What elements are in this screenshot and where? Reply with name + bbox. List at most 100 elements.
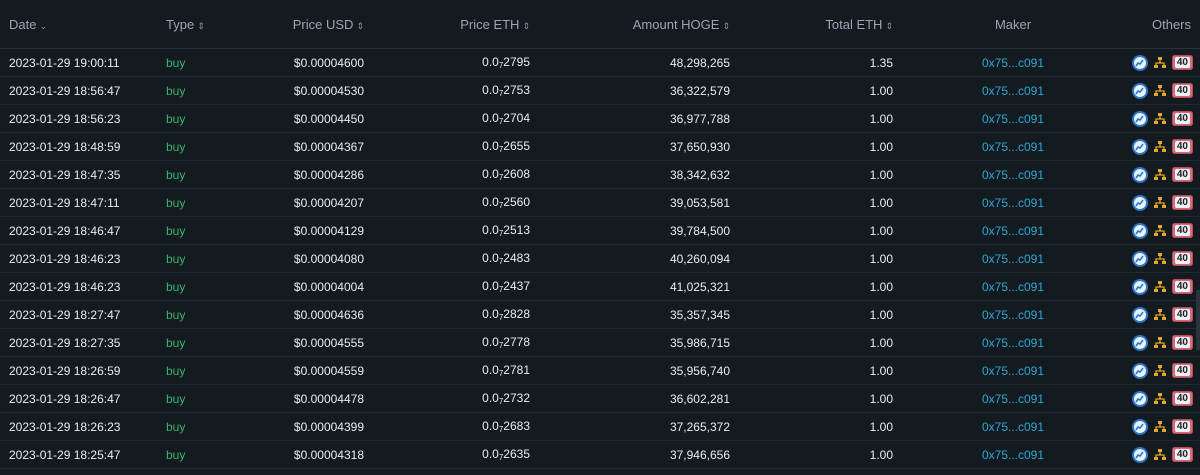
table-row[interactable]: 2023-01-29 18:46:23 buy $0.00004004 0.07…: [0, 273, 1200, 301]
price-eth-zero-count: 7: [498, 397, 504, 406]
score-badge[interactable]: 40: [1171, 223, 1193, 238]
trade-amount: 36,322,579: [669, 83, 730, 98]
chart-circle-icon[interactable]: [1131, 362, 1148, 379]
maker-address-link[interactable]: 0x75...c091: [981, 167, 1045, 182]
price-eth-zero-count: 7: [498, 341, 504, 350]
chart-circle-icon[interactable]: [1131, 250, 1148, 267]
hierarchy-icon[interactable]: [1153, 308, 1167, 322]
maker-address-link[interactable]: 0x75...c091: [981, 279, 1045, 294]
hierarchy-icon[interactable]: [1153, 252, 1167, 266]
score-badge[interactable]: 40: [1171, 363, 1193, 378]
hierarchy-icon[interactable]: [1153, 224, 1167, 238]
chart-circle-icon[interactable]: [1131, 446, 1148, 463]
sort-icon[interactable]: ⇕: [197, 20, 205, 31]
maker-address-link[interactable]: 0x75...c091: [981, 139, 1045, 154]
chart-circle-icon[interactable]: [1131, 194, 1148, 211]
chart-circle-icon[interactable]: [1131, 54, 1148, 71]
header-total-eth[interactable]: Total ETH ⇕: [730, 17, 893, 32]
others-cell: 40: [1083, 222, 1200, 239]
trade-type: buy: [166, 307, 186, 322]
header-price-usd[interactable]: Price USD ⇕: [230, 17, 365, 32]
maker-address-link[interactable]: 0x75...c091: [981, 447, 1045, 462]
table-row[interactable]: 2023-01-29 18:27:47 buy $0.00004636 0.07…: [0, 301, 1200, 329]
others-cell: 40: [1083, 194, 1200, 211]
maker-address-link[interactable]: 0x75...c091: [981, 307, 1045, 322]
maker-address-link[interactable]: 0x75...c091: [981, 419, 1045, 434]
chart-circle-icon[interactable]: [1131, 306, 1148, 323]
hierarchy-icon[interactable]: [1153, 168, 1167, 182]
score-badge[interactable]: 40: [1171, 251, 1193, 266]
table-row[interactable]: 2023-01-29 18:46:23 buy $0.00004080 0.07…: [0, 245, 1200, 273]
score-value: 40: [1174, 169, 1190, 180]
score-badge[interactable]: 40: [1171, 139, 1193, 154]
chart-circle-icon[interactable]: [1131, 222, 1148, 239]
table-row[interactable]: 2023-01-29 18:47:11 buy $0.00004207 0.07…: [0, 189, 1200, 217]
hierarchy-icon[interactable]: [1153, 392, 1167, 406]
maker-address-link[interactable]: 0x75...c091: [981, 223, 1045, 238]
trade-price-usd: $0.00004450: [293, 111, 364, 126]
maker-address-link[interactable]: 0x75...c091: [981, 83, 1045, 98]
score-badge[interactable]: 40: [1171, 195, 1193, 210]
maker-address-link[interactable]: 0x75...c091: [981, 335, 1045, 350]
table-row[interactable]: 2023-01-29 18:46:47 buy $0.00004129 0.07…: [0, 217, 1200, 245]
maker-address-link[interactable]: 0x75...c091: [981, 391, 1045, 406]
maker-address-link[interactable]: 0x75...c091: [981, 251, 1045, 266]
score-badge[interactable]: 40: [1171, 83, 1193, 98]
table-row[interactable]: 2023-01-29 18:25:47 buy $0.00004318 0.07…: [0, 441, 1200, 469]
hierarchy-icon[interactable]: [1153, 196, 1167, 210]
chart-circle-icon[interactable]: [1131, 110, 1148, 127]
hierarchy-icon[interactable]: [1153, 364, 1167, 378]
score-badge[interactable]: 40: [1171, 391, 1193, 406]
chart-circle-icon[interactable]: [1131, 334, 1148, 351]
header-price-eth[interactable]: Price ETH ⇕: [365, 17, 530, 32]
chart-circle-icon[interactable]: [1131, 390, 1148, 407]
sort-icon[interactable]: ⇕: [885, 20, 893, 31]
chart-circle-icon[interactable]: [1131, 166, 1148, 183]
hierarchy-icon[interactable]: [1153, 448, 1167, 462]
hierarchy-icon[interactable]: [1153, 112, 1167, 126]
hierarchy-icon[interactable]: [1153, 420, 1167, 434]
table-row[interactable]: 2023-01-29 18:26:59 buy $0.00004559 0.07…: [0, 357, 1200, 385]
score-badge[interactable]: 40: [1171, 419, 1193, 434]
score-badge[interactable]: 40: [1171, 167, 1193, 182]
maker-address-link[interactable]: 0x75...c091: [981, 195, 1045, 210]
header-date[interactable]: Date ⌄: [0, 17, 150, 32]
sort-icon[interactable]: ⇕: [522, 20, 530, 31]
header-maker-label: Maker: [994, 16, 1032, 32]
table-row[interactable]: 2023-01-29 18:48:59 buy $0.00004367 0.07…: [0, 133, 1200, 161]
hierarchy-icon[interactable]: [1153, 84, 1167, 98]
sort-desc-icon[interactable]: ⌄: [39, 20, 48, 31]
trade-price-usd: $0.00004004: [293, 279, 364, 294]
chart-circle-icon[interactable]: [1131, 138, 1148, 155]
chart-circle-icon[interactable]: [1131, 418, 1148, 435]
sort-icon[interactable]: ⇕: [722, 20, 730, 31]
chart-circle-icon[interactable]: [1131, 82, 1148, 99]
hierarchy-icon[interactable]: [1153, 280, 1167, 294]
hierarchy-icon[interactable]: [1153, 140, 1167, 154]
maker-address-link[interactable]: 0x75...c091: [981, 55, 1045, 70]
score-badge[interactable]: 40: [1171, 279, 1193, 294]
score-badge[interactable]: 40: [1171, 307, 1193, 322]
maker-address-link[interactable]: 0x75...c091: [981, 363, 1045, 378]
table-row[interactable]: 2023-01-29 18:26:47 buy $0.00004478 0.07…: [0, 385, 1200, 413]
hierarchy-icon[interactable]: [1153, 336, 1167, 350]
chart-circle-icon[interactable]: [1131, 278, 1148, 295]
trade-amount: 37,650,930: [669, 139, 730, 154]
score-badge[interactable]: 40: [1171, 111, 1193, 126]
header-amount[interactable]: Amount HOGE ⇕: [530, 17, 730, 32]
table-row[interactable]: 2023-01-29 18:56:47 buy $0.00004530 0.07…: [0, 77, 1200, 105]
table-row[interactable]: 2023-01-29 18:47:35 buy $0.00004286 0.07…: [0, 161, 1200, 189]
maker-address-link[interactable]: 0x75...c091: [981, 111, 1045, 126]
hierarchy-icon[interactable]: [1153, 56, 1167, 70]
score-badge[interactable]: 40: [1171, 335, 1193, 350]
scrollbar[interactable]: [1196, 290, 1200, 350]
sort-icon[interactable]: ⇕: [356, 20, 364, 31]
table-row[interactable]: 2023-01-29 18:27:35 buy $0.00004555 0.07…: [0, 329, 1200, 357]
table-row[interactable]: 2023-01-29 18:56:23 buy $0.00004450 0.07…: [0, 105, 1200, 133]
table-row[interactable]: 2023-01-29 19:00:11 buy $0.00004600 0.07…: [0, 49, 1200, 77]
score-badge[interactable]: 40: [1171, 447, 1193, 462]
trade-amount: 40,260,094: [669, 251, 730, 266]
header-type[interactable]: Type ⇕: [150, 17, 230, 32]
score-badge[interactable]: 40: [1171, 55, 1193, 70]
table-row[interactable]: 2023-01-29 18:26:23 buy $0.00004399 0.07…: [0, 413, 1200, 441]
